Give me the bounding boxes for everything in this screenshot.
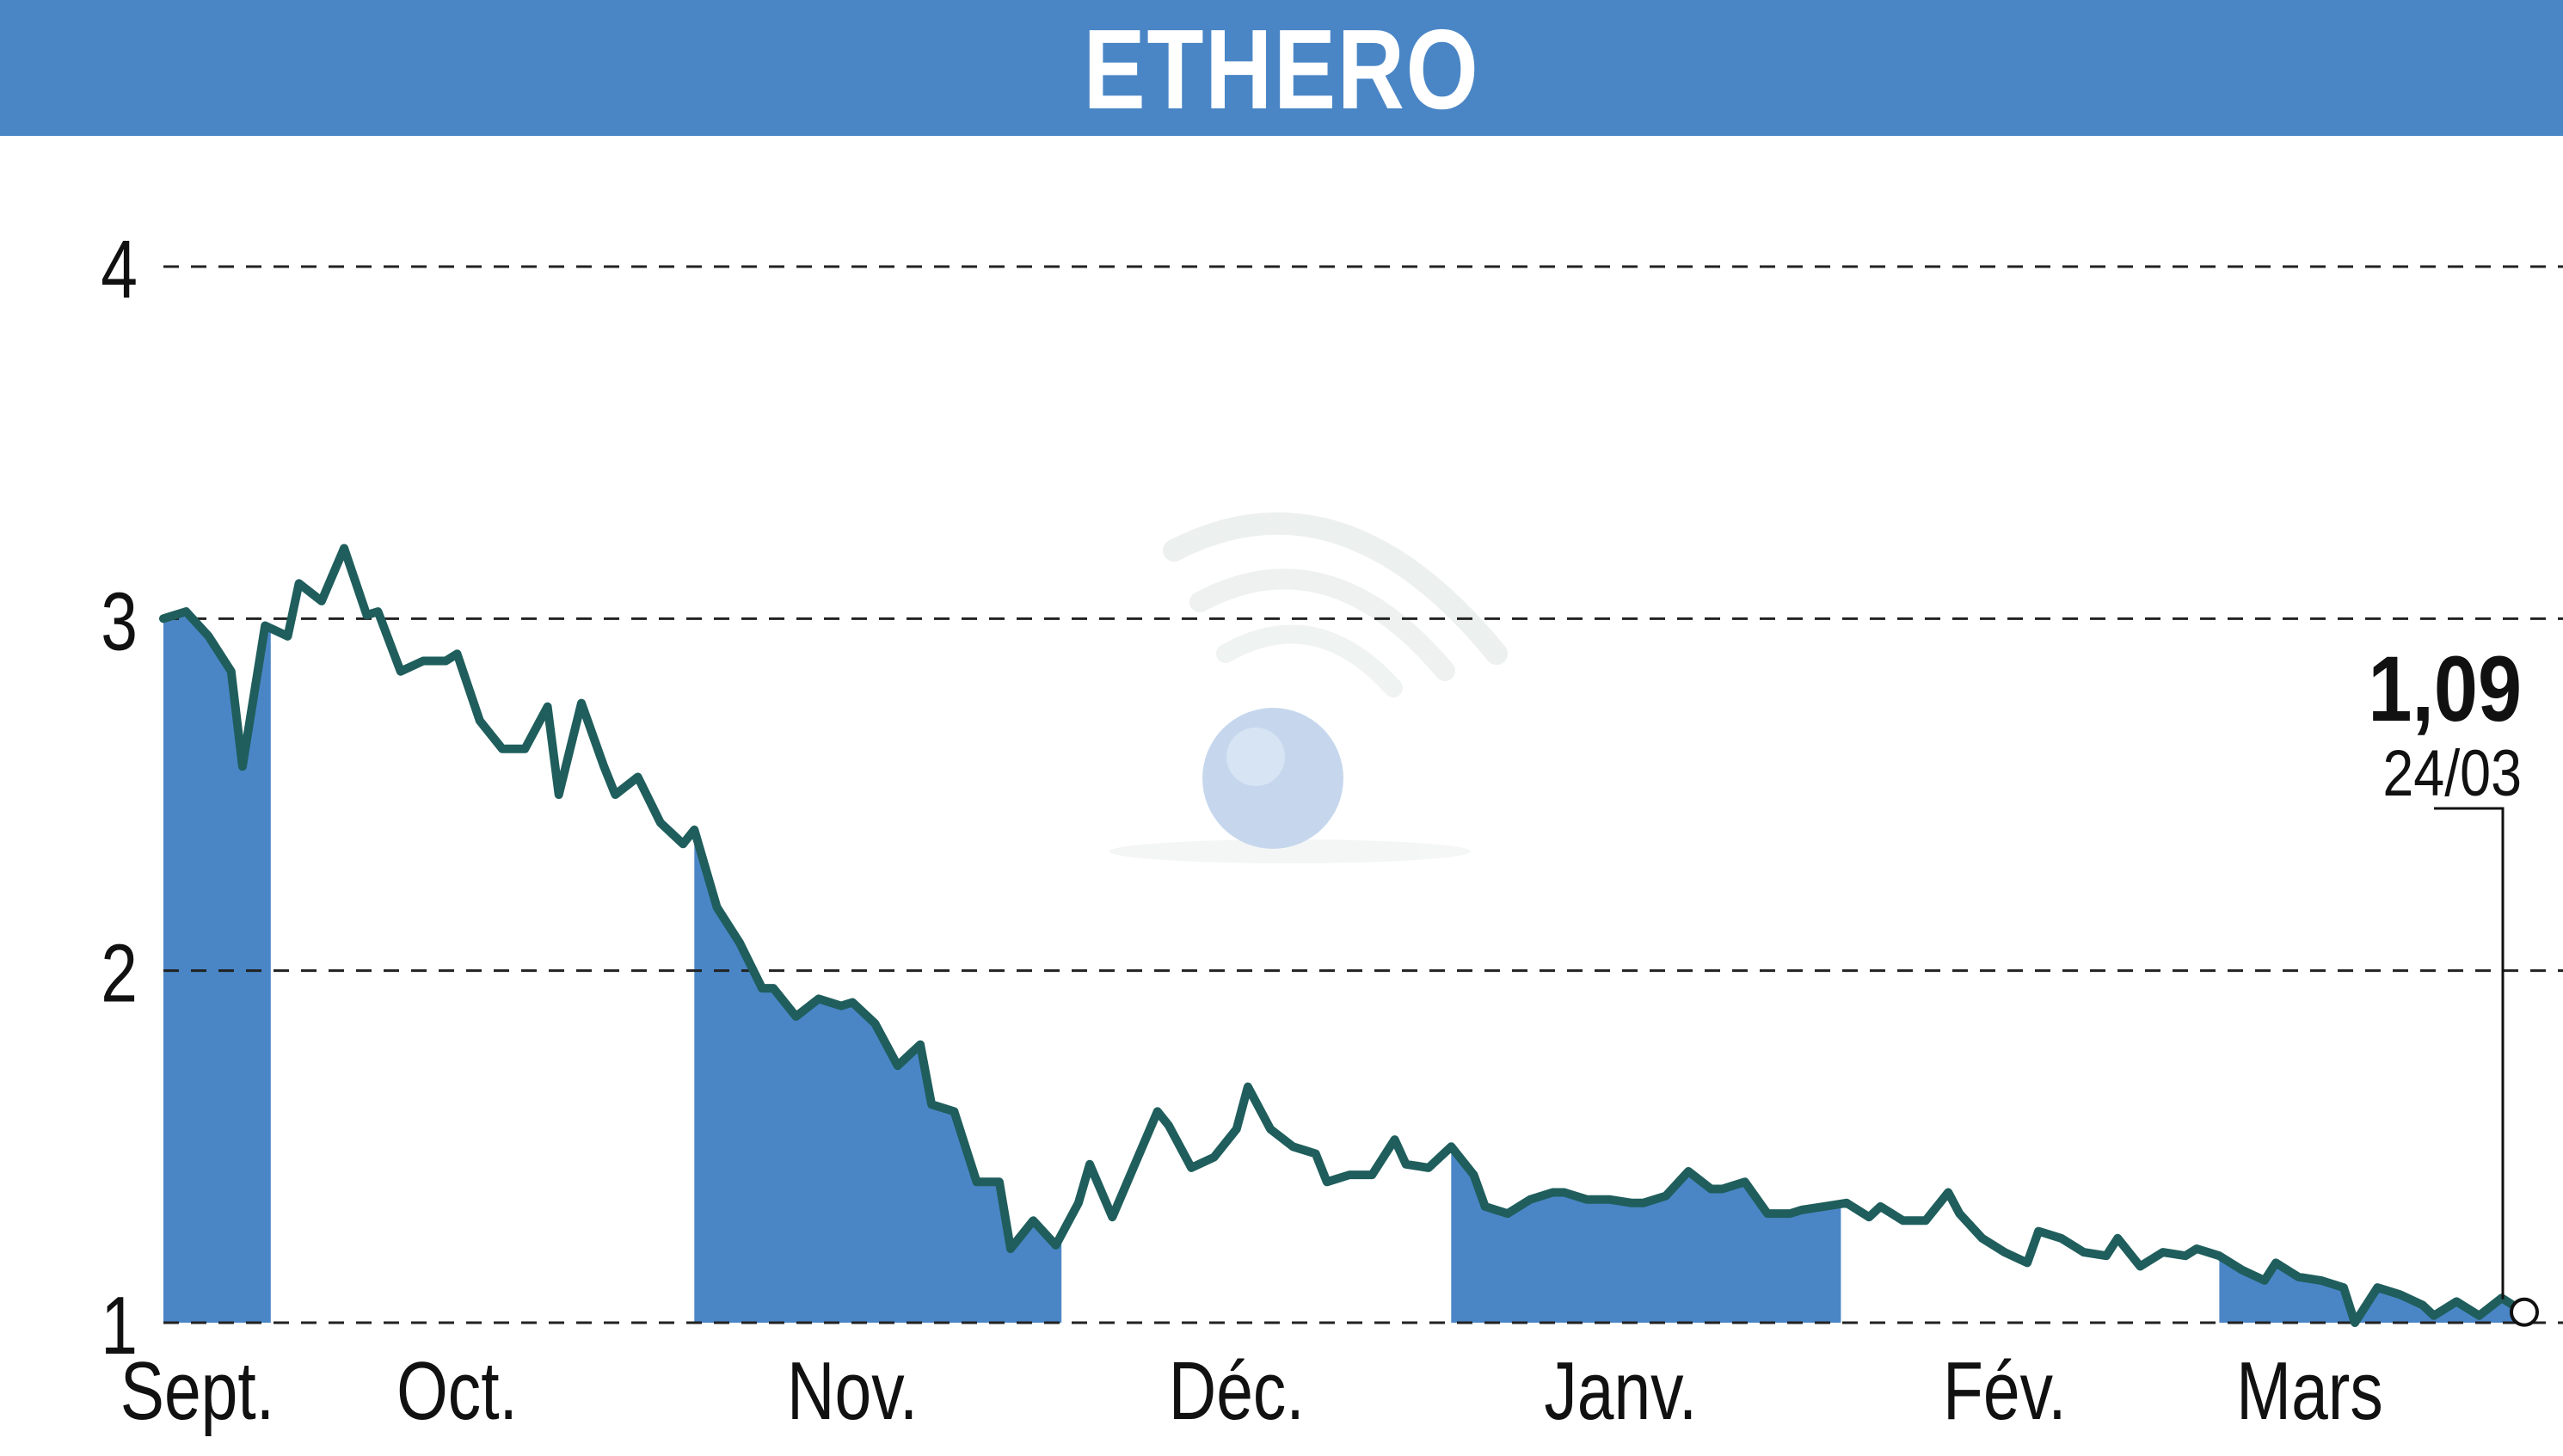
shaded-month-3: [2219, 1256, 2524, 1323]
shaded-month-0: [163, 611, 271, 1323]
price-line: [159, 544, 2529, 1327]
shaded-month-1: [694, 829, 1062, 1323]
x-month-label: Fév.: [1943, 1345, 2067, 1437]
last-value-callout: 1,09 24/03: [2368, 637, 2539, 1327]
price-series: [159, 544, 2529, 1327]
last-point-marker: [2510, 1297, 2539, 1327]
y-tick-label: 1: [101, 1280, 138, 1372]
month-shading: [163, 611, 2524, 1323]
gridlines: [163, 265, 2563, 1324]
y-tick-label: 3: [101, 575, 138, 667]
y-axis-ticks: 1 2 3 4: [101, 224, 138, 1372]
y-tick-label: 2: [101, 928, 138, 1020]
last-value-label: 1,09: [2368, 637, 2522, 741]
title-banner: ETHERO: [0, 0, 2563, 136]
x-axis-labels: Sept. Oct. Nov. Déc. Janv. Fév. Mars: [120, 1345, 2383, 1437]
shaded-month-2: [1451, 1146, 1841, 1323]
x-month-label: Oct.: [396, 1345, 518, 1437]
x-month-label: Déc.: [1169, 1345, 1305, 1437]
watermark-logo: [1109, 512, 1508, 863]
x-month-label: Nov.: [787, 1345, 918, 1437]
last-date-label: 24/03: [2382, 736, 2522, 809]
y-tick-label: 4: [101, 224, 138, 316]
x-month-label: Janv.: [1544, 1345, 1697, 1437]
x-month-label: Sept.: [120, 1345, 274, 1437]
x-month-label: Mars: [2236, 1345, 2383, 1437]
callout-leader-line: [2434, 807, 2505, 1299]
chart-title: ETHERO: [1083, 6, 1480, 132]
